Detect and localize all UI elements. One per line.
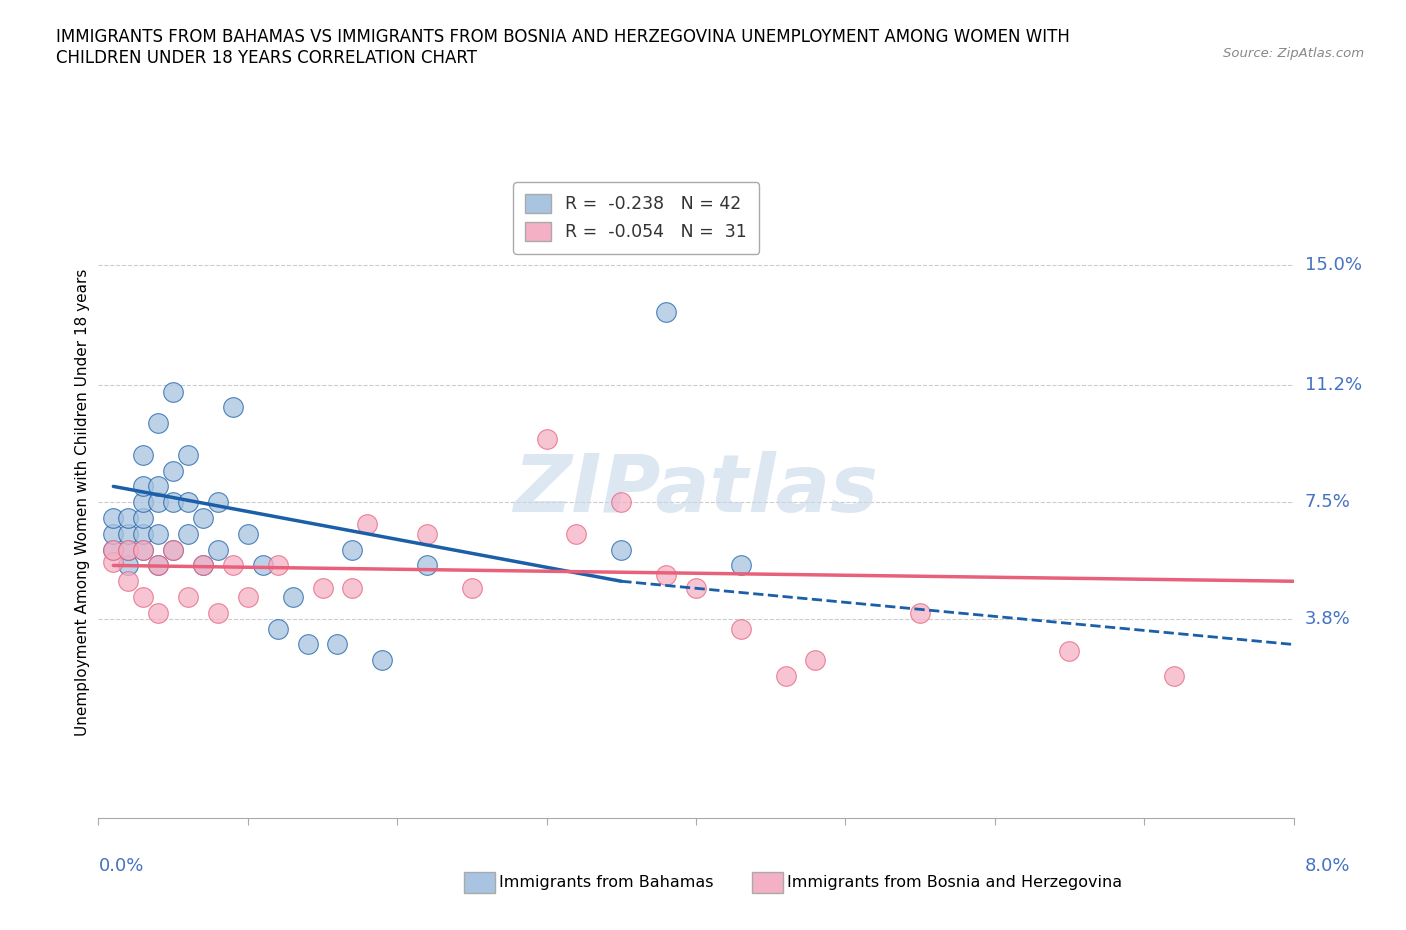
Point [162,384,184,399]
Text: 3.8%: 3.8% [1305,610,1350,628]
Point [177,526,200,541]
Point [1059,644,1081,658]
Point [191,558,214,573]
Point [536,432,558,446]
Text: IMMIGRANTS FROM BAHAMAS VS IMMIGRANTS FROM BOSNIA AND HERZEGOVINA UNEMPLOYMENT A: IMMIGRANTS FROM BAHAMAS VS IMMIGRANTS FR… [56,28,1070,67]
Point [177,447,200,462]
Text: 7.5%: 7.5% [1305,493,1351,512]
Point [103,542,125,557]
Point [103,526,125,541]
Point [1163,669,1185,684]
Point [148,416,170,431]
Point [148,479,170,494]
Point [103,542,125,557]
Point [177,495,200,510]
Point [356,517,378,532]
Point [730,558,752,573]
Text: 15.0%: 15.0% [1305,256,1361,274]
Point [148,558,170,573]
Point [222,558,245,573]
Point [162,542,184,557]
Text: Immigrants from Bosnia and Herzegovina: Immigrants from Bosnia and Herzegovina [787,875,1122,890]
Point [297,637,319,652]
Point [207,495,229,510]
Point [236,590,259,604]
Point [103,555,125,570]
Point [252,558,274,573]
Point [132,447,155,462]
Point [148,526,170,541]
Point [342,580,364,595]
Point [267,558,290,573]
Point [610,542,633,557]
Point [804,653,827,668]
Point [610,495,633,510]
Text: 0.0%: 0.0% [98,857,143,875]
Text: 11.2%: 11.2% [1305,377,1362,394]
Point [311,580,333,595]
Text: ZIPatlas: ZIPatlas [513,450,879,528]
Point [132,542,155,557]
Point [177,590,200,604]
Point [775,669,797,684]
Point [267,621,290,636]
Point [132,479,155,494]
Text: Source: ZipAtlas.com: Source: ZipAtlas.com [1223,46,1364,60]
Point [565,526,588,541]
Point [207,542,229,557]
Point [371,653,394,668]
Point [117,511,139,525]
Point [281,590,304,604]
Point [655,567,678,582]
Point [162,542,184,557]
Point [416,558,439,573]
Point [132,590,155,604]
Point [207,605,229,620]
Point [326,637,349,652]
Point [191,511,214,525]
Point [148,558,170,573]
Point [132,542,155,557]
Point [416,526,439,541]
Text: Immigrants from Bahamas: Immigrants from Bahamas [499,875,714,890]
Point [103,511,125,525]
Point [117,574,139,589]
Point [222,400,245,415]
Point [461,580,484,595]
Point [117,526,139,541]
Point [117,542,139,557]
Point [132,526,155,541]
Point [132,495,155,510]
Y-axis label: Unemployment Among Women with Children Under 18 years: Unemployment Among Women with Children U… [75,269,90,736]
Point [685,580,707,595]
Point [730,621,752,636]
Point [655,305,678,320]
Point [191,558,214,573]
Point [342,542,364,557]
Point [148,605,170,620]
Text: 8.0%: 8.0% [1305,857,1350,875]
Legend: R =  -0.238   N = 42, R =  -0.054   N =  31: R = -0.238 N = 42, R = -0.054 N = 31 [513,182,759,254]
Point [117,542,139,557]
Point [148,495,170,510]
Point [908,605,931,620]
Point [117,558,139,573]
Point [132,511,155,525]
Point [162,463,184,478]
Point [162,495,184,510]
Point [236,526,259,541]
